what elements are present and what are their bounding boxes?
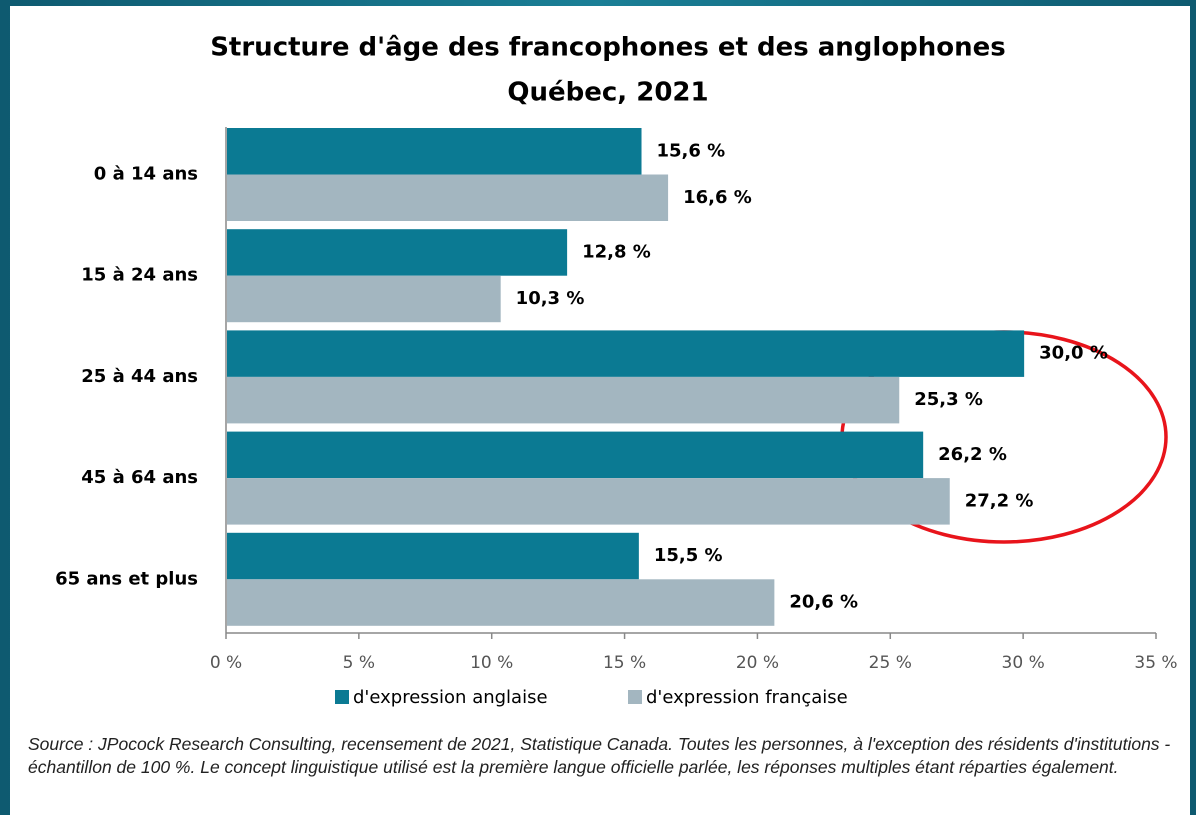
data-label: 12,8 %: [582, 241, 651, 262]
bar: [227, 275, 501, 323]
data-label: 20,6 %: [789, 592, 858, 613]
data-label: 15,5 %: [654, 545, 723, 566]
bar: [227, 376, 900, 424]
chart: Structure d'âge des francophones et des …: [55, 33, 1178, 709]
data-label: 30,0 %: [1039, 343, 1108, 364]
y-tick-label: 45 à 64 ans: [81, 467, 198, 488]
bar: [227, 532, 639, 580]
x-tick-label: 10 %: [470, 653, 513, 673]
data-label: 27,2 %: [965, 490, 1034, 511]
legend-label: d'expression française: [646, 687, 848, 708]
bar: [227, 431, 924, 479]
y-tick-label: 0 à 14 ans: [94, 164, 198, 185]
x-tick-label: 20 %: [736, 653, 779, 673]
chart-subtitle: Québec, 2021: [507, 78, 708, 108]
x-tick-label: 0 %: [210, 653, 242, 673]
bar: [227, 330, 1025, 377]
bar: [227, 579, 775, 626]
y-tick-label: 25 à 44 ans: [81, 366, 198, 387]
bar: [227, 229, 568, 276]
data-label: 26,2 %: [938, 444, 1007, 465]
chart-title: Structure d'âge des francophones et des …: [210, 33, 1006, 63]
y-tick-label: 15 à 24 ans: [81, 265, 198, 286]
bar: [227, 128, 642, 175]
legend-label: d'expression anglaise: [353, 687, 548, 708]
x-tick-label: 25 %: [869, 653, 912, 673]
source-note: Source : JPocock Research Consulting, re…: [28, 734, 1171, 777]
x-tick-label: 5 %: [343, 653, 375, 673]
legend-swatch: [628, 690, 642, 704]
bar: [227, 478, 950, 525]
x-tick-label: 35 %: [1134, 653, 1177, 673]
y-tick-label: 65 ans et plus: [55, 568, 198, 589]
legend-swatch: [335, 690, 349, 704]
bar: [227, 174, 669, 221]
data-label: 15,6 %: [657, 140, 726, 161]
x-tick-label: 30 %: [1002, 653, 1045, 673]
data-label: 10,3 %: [516, 288, 585, 309]
x-tick-label: 15 %: [603, 653, 646, 673]
data-label: 16,6 %: [683, 187, 752, 208]
data-label: 25,3 %: [914, 389, 983, 410]
